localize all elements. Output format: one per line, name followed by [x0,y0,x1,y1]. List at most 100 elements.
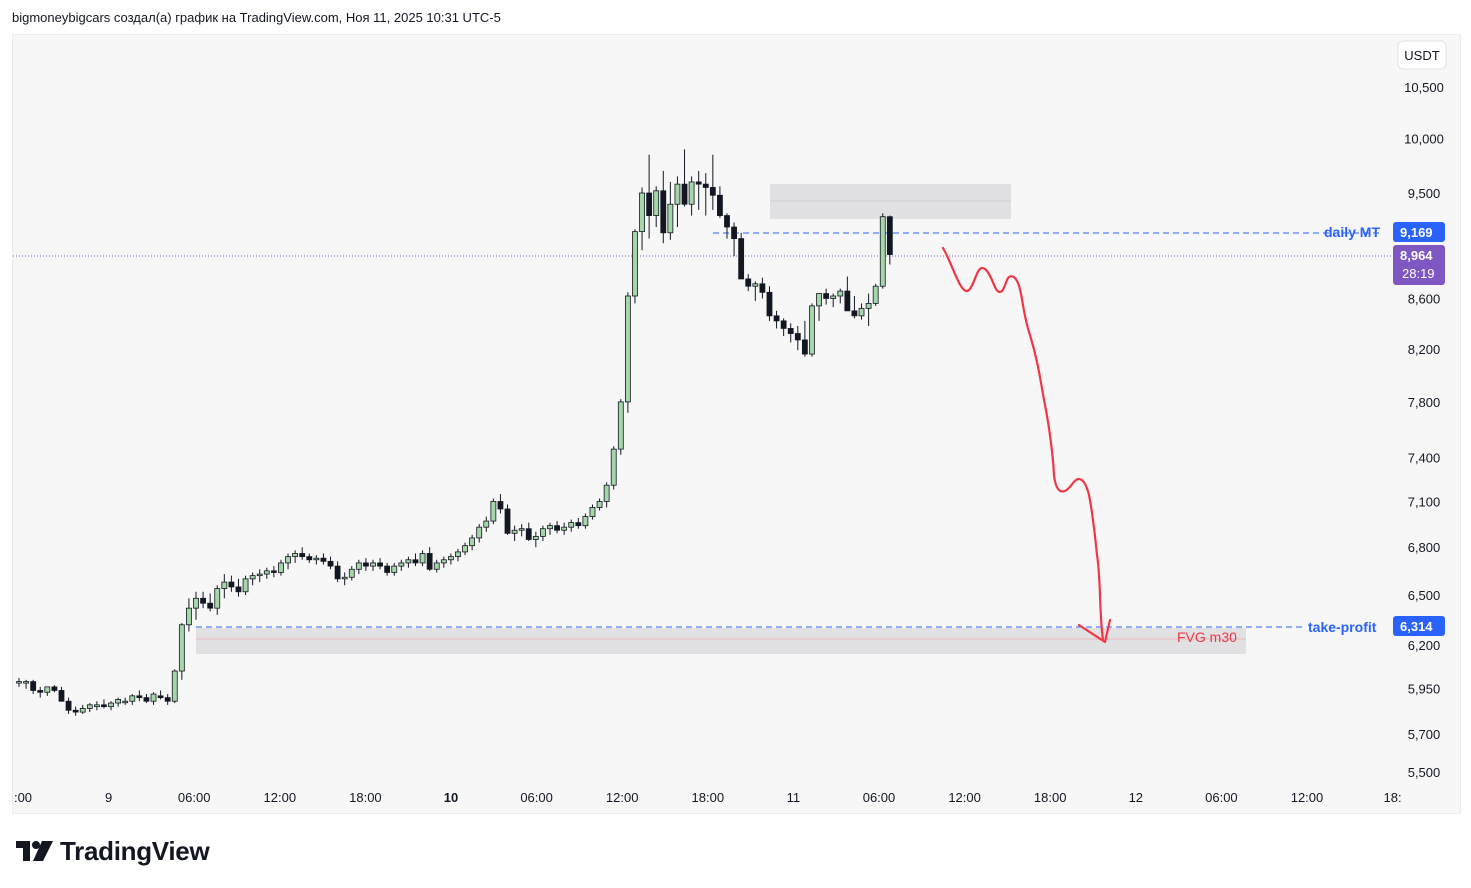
tradingview-logo[interactable]: TradingView [16,836,210,866]
candle[interactable] [207,593,214,612]
candle[interactable] [624,292,631,413]
candle[interactable] [86,703,93,713]
candle[interactable] [667,181,674,240]
candle[interactable] [178,623,185,680]
candle[interactable] [72,706,79,716]
candle[interactable] [320,553,327,565]
candle[interactable] [816,293,822,321]
candle[interactable] [412,553,419,567]
candle[interactable] [773,310,780,329]
candle[interactable] [688,176,695,216]
candle[interactable] [93,701,100,711]
candle[interactable] [242,575,249,596]
candle[interactable] [157,690,164,700]
candle[interactable] [695,170,702,210]
candle[interactable] [313,555,320,565]
candle[interactable] [263,567,270,579]
candle[interactable] [596,498,603,511]
candle[interactable] [440,556,447,568]
candle[interactable] [794,325,801,351]
candle[interactable] [518,524,525,537]
candle[interactable] [632,229,638,304]
candle[interactable] [837,288,844,304]
candle[interactable] [830,293,837,308]
candle[interactable] [497,494,504,514]
candle[interactable] [65,697,72,714]
candle[interactable] [363,558,369,571]
candle[interactable] [525,522,532,542]
candle[interactable] [532,531,539,548]
candle[interactable] [646,154,653,239]
candle[interactable] [384,562,391,576]
candle[interactable] [122,697,129,705]
candle[interactable] [101,699,107,709]
candle[interactable] [639,187,645,251]
forecast-arrow-path[interactable] [941,246,1105,642]
candle[interactable] [164,694,171,705]
candle[interactable] [660,170,667,244]
take-profit-label[interactable]: take-profit [1308,619,1377,635]
candle[interactable] [766,286,773,321]
candle[interactable] [143,694,150,704]
candle[interactable] [426,547,433,571]
candle[interactable] [554,521,560,534]
candle[interactable] [787,323,794,343]
candle[interactable] [582,513,589,529]
candle[interactable] [504,504,511,535]
candle[interactable] [724,213,730,239]
candle[interactable] [228,575,235,592]
candle[interactable] [79,704,86,714]
candle[interactable] [547,522,553,535]
candle[interactable] [490,498,497,525]
candle[interactable] [589,504,596,520]
candle[interactable] [115,697,122,707]
candle[interactable] [370,559,376,571]
candle[interactable] [731,222,737,257]
candle[interactable] [419,550,426,567]
candle[interactable] [561,522,568,535]
candle[interactable] [603,482,610,508]
candle[interactable] [249,572,256,586]
candle[interactable] [278,559,284,576]
candle[interactable] [193,591,199,620]
candle[interactable] [186,598,192,632]
candle[interactable] [462,542,468,556]
candle[interactable] [886,215,893,265]
candle[interactable] [348,566,355,581]
candle[interactable] [58,686,65,702]
candle[interactable] [108,701,114,711]
candle[interactable] [476,524,483,543]
candle[interactable] [398,559,405,571]
candle[interactable] [745,274,752,292]
candle[interactable] [752,281,759,301]
candle[interactable] [872,283,879,306]
time-axis[interactable]: :00 9 06:00 12:00 18:00 10 06:00 12:00 18:00 11 06… [14,790,1402,805]
candle[interactable] [610,446,617,490]
candle[interactable] [823,288,830,305]
candle[interactable] [256,569,263,583]
candle[interactable] [568,519,575,532]
candle[interactable] [292,550,299,563]
candle[interactable] [221,574,228,599]
candle[interactable] [801,320,808,357]
fvg-zone[interactable] [196,628,1246,654]
candle[interactable] [469,534,476,551]
currency-badge[interactable] [1397,40,1447,70]
candle[interactable] [780,318,787,337]
candle[interactable] [717,186,723,218]
candle[interactable] [858,303,865,320]
candle[interactable] [738,232,745,280]
candle[interactable] [759,277,766,299]
candle[interactable] [16,678,22,687]
candle[interactable] [51,685,58,693]
candle[interactable] [235,578,242,597]
candle[interactable] [327,556,334,570]
fvg-label[interactable]: FVG m30 [1177,629,1237,645]
candle[interactable] [455,548,461,562]
candle[interactable] [270,566,277,578]
candle[interactable] [540,525,546,542]
price-axis[interactable]: USDT 10,500 10,000 9,500 8,600 8,200 7,800 7,4… [1393,40,1447,780]
candle[interactable] [214,585,221,615]
candle[interactable] [653,186,660,228]
candle[interactable] [391,562,398,576]
